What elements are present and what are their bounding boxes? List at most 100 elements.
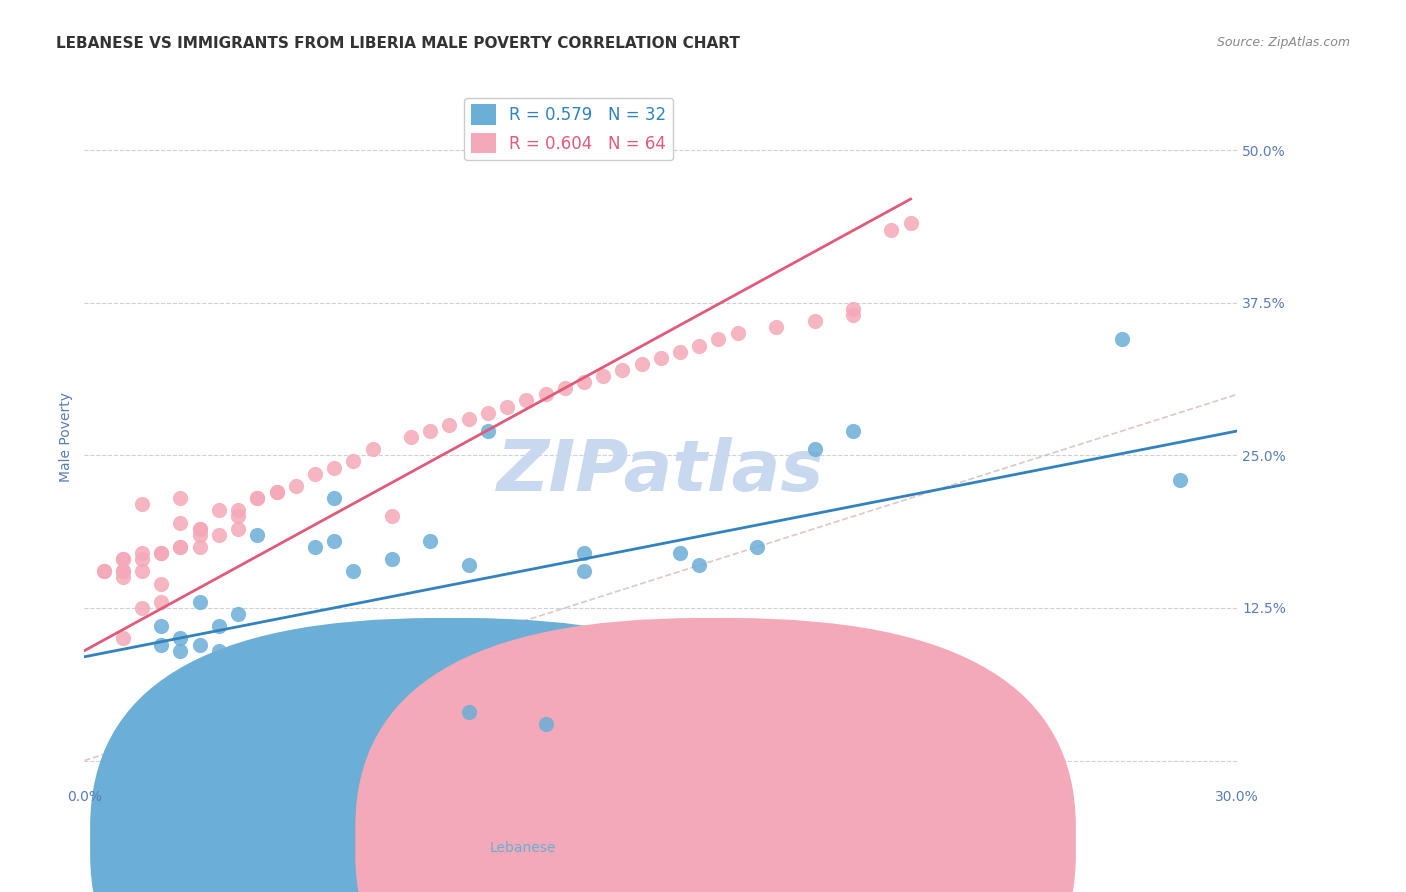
Point: [361, 442, 384, 457]
Point: [457, 558, 479, 573]
Point: [304, 540, 326, 554]
Point: [150, 595, 173, 609]
Point: [688, 558, 710, 573]
Point: [188, 595, 211, 609]
Point: [131, 601, 153, 615]
Point: [419, 533, 441, 548]
Point: [630, 357, 652, 371]
Point: [669, 546, 692, 560]
Point: [93, 565, 115, 579]
Y-axis label: Male Poverty: Male Poverty: [59, 392, 73, 482]
Point: [572, 565, 595, 579]
Point: [169, 632, 191, 646]
Point: [592, 369, 614, 384]
Point: [131, 546, 153, 560]
Point: [457, 705, 479, 719]
Point: [1168, 473, 1191, 487]
Point: [226, 656, 249, 670]
Point: [208, 619, 231, 633]
Point: [188, 527, 211, 541]
Point: [131, 565, 153, 579]
Point: [842, 301, 865, 316]
Point: [534, 387, 557, 401]
Point: [188, 540, 211, 554]
Point: [842, 308, 865, 322]
Point: [477, 406, 499, 420]
Point: [399, 430, 422, 444]
Point: [266, 485, 288, 500]
Point: [111, 565, 134, 579]
Point: [284, 632, 307, 646]
Point: [650, 351, 672, 365]
Point: [169, 643, 191, 657]
Point: [131, 552, 153, 566]
Point: [727, 326, 749, 341]
Point: [131, 497, 153, 511]
Point: [707, 333, 730, 347]
Point: [226, 509, 249, 524]
Point: [284, 479, 307, 493]
Point: [534, 717, 557, 731]
Point: [439, 417, 461, 432]
Point: [900, 217, 922, 231]
Point: [342, 565, 364, 579]
Point: [323, 460, 346, 475]
Point: [304, 467, 326, 481]
Point: [246, 491, 269, 505]
Point: [477, 424, 499, 438]
Point: [342, 454, 364, 468]
Point: [381, 552, 404, 566]
Point: [554, 381, 576, 395]
Text: Lebanese: Lebanese: [489, 840, 555, 855]
Point: [323, 533, 346, 548]
Point: [188, 638, 211, 652]
Point: [226, 503, 249, 517]
Point: [572, 375, 595, 389]
Point: [111, 552, 134, 566]
Point: [515, 393, 537, 408]
Point: [323, 491, 346, 505]
Point: [381, 509, 404, 524]
Point: [150, 619, 173, 633]
Point: [246, 491, 269, 505]
Point: [419, 424, 441, 438]
Point: [246, 527, 269, 541]
Point: [572, 546, 595, 560]
Point: [765, 320, 787, 334]
Point: [226, 522, 249, 536]
FancyBboxPatch shape: [90, 618, 811, 892]
Point: [1111, 333, 1133, 347]
Point: [111, 632, 134, 646]
Point: [208, 527, 231, 541]
Point: [188, 522, 211, 536]
Point: [150, 546, 173, 560]
Point: [612, 363, 634, 377]
Point: [111, 552, 134, 566]
Text: Immigrants from Liberia: Immigrants from Liberia: [716, 840, 883, 855]
Point: [266, 643, 288, 657]
Point: [688, 338, 710, 352]
Point: [880, 222, 903, 236]
Text: ZIPatlas: ZIPatlas: [498, 437, 824, 507]
Point: [803, 314, 825, 328]
FancyBboxPatch shape: [356, 618, 1076, 892]
Text: LEBANESE VS IMMIGRANTS FROM LIBERIA MALE POVERTY CORRELATION CHART: LEBANESE VS IMMIGRANTS FROM LIBERIA MALE…: [56, 36, 740, 51]
Point: [169, 540, 191, 554]
Legend: R = 0.579   N = 32, R = 0.604   N = 64: R = 0.579 N = 32, R = 0.604 N = 64: [464, 97, 673, 160]
Point: [150, 576, 173, 591]
Text: Source: ZipAtlas.com: Source: ZipAtlas.com: [1216, 36, 1350, 49]
Point: [745, 540, 768, 554]
Point: [803, 442, 825, 457]
Point: [150, 638, 173, 652]
Point: [169, 491, 191, 505]
Point: [150, 546, 173, 560]
Point: [496, 400, 519, 414]
Point: [669, 344, 692, 359]
Point: [111, 565, 134, 579]
Point: [208, 643, 231, 657]
Point: [169, 540, 191, 554]
Point: [842, 424, 865, 438]
Point: [188, 522, 211, 536]
Point: [169, 516, 191, 530]
Point: [226, 607, 249, 621]
